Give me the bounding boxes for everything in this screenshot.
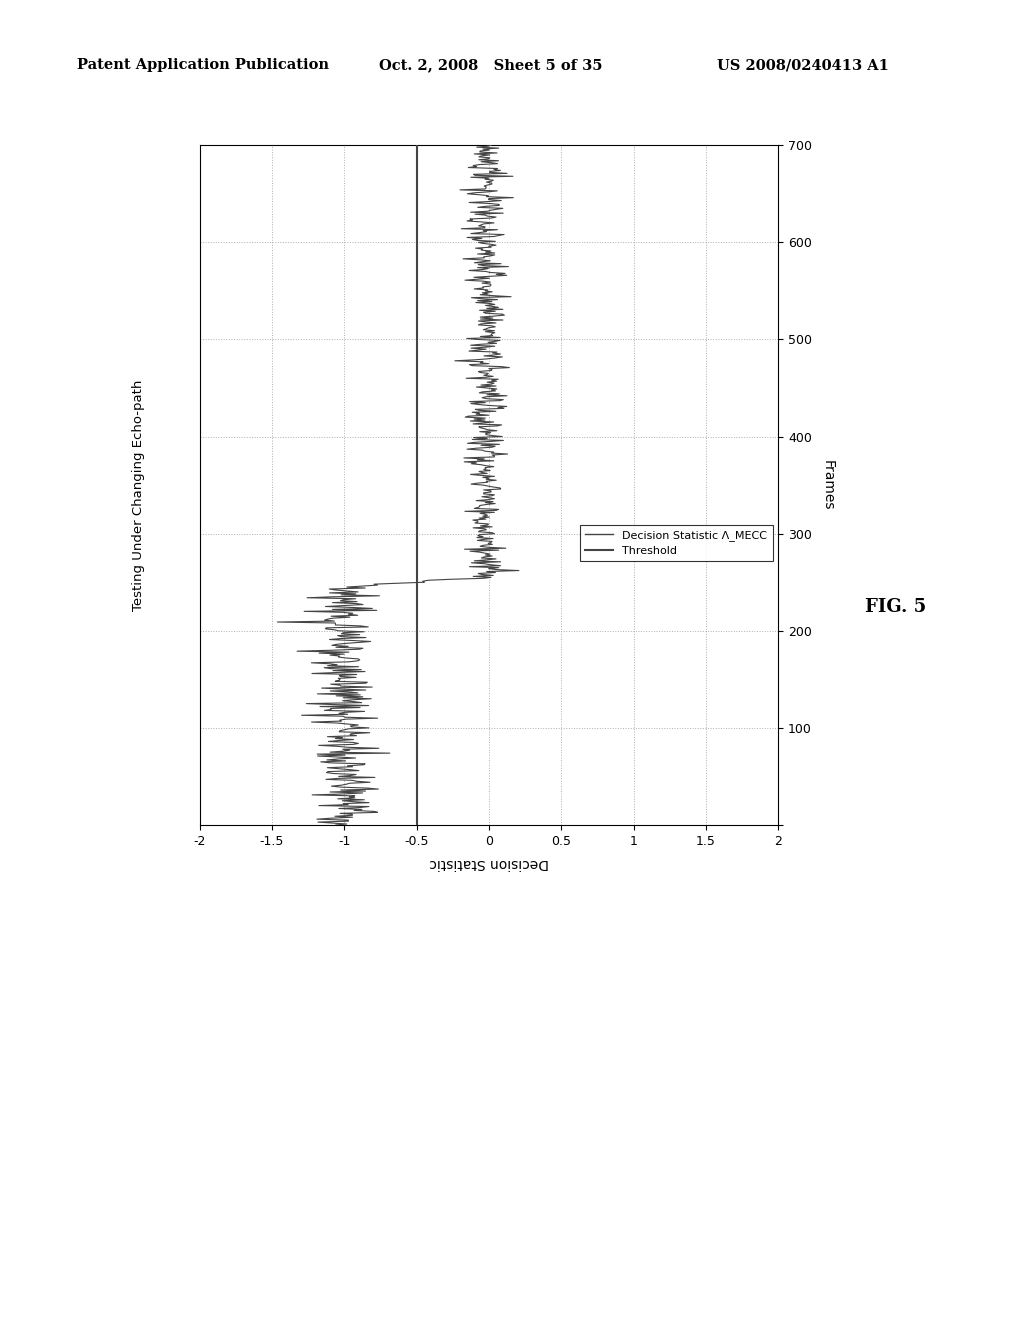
Text: Testing Under Changing Echo-path: Testing Under Changing Echo-path [132,379,144,611]
Text: US 2008/0240413 A1: US 2008/0240413 A1 [717,58,889,73]
Y-axis label: Frames: Frames [820,459,835,511]
Text: Patent Application Publication: Patent Application Publication [77,58,329,73]
Text: Oct. 2, 2008   Sheet 5 of 35: Oct. 2, 2008 Sheet 5 of 35 [379,58,602,73]
X-axis label: Decision Statistic: Decision Statistic [429,857,549,870]
Text: FIG. 5: FIG. 5 [865,598,927,616]
Legend: Decision Statistic Λ_MECC, Threshold: Decision Statistic Λ_MECC, Threshold [580,524,773,561]
